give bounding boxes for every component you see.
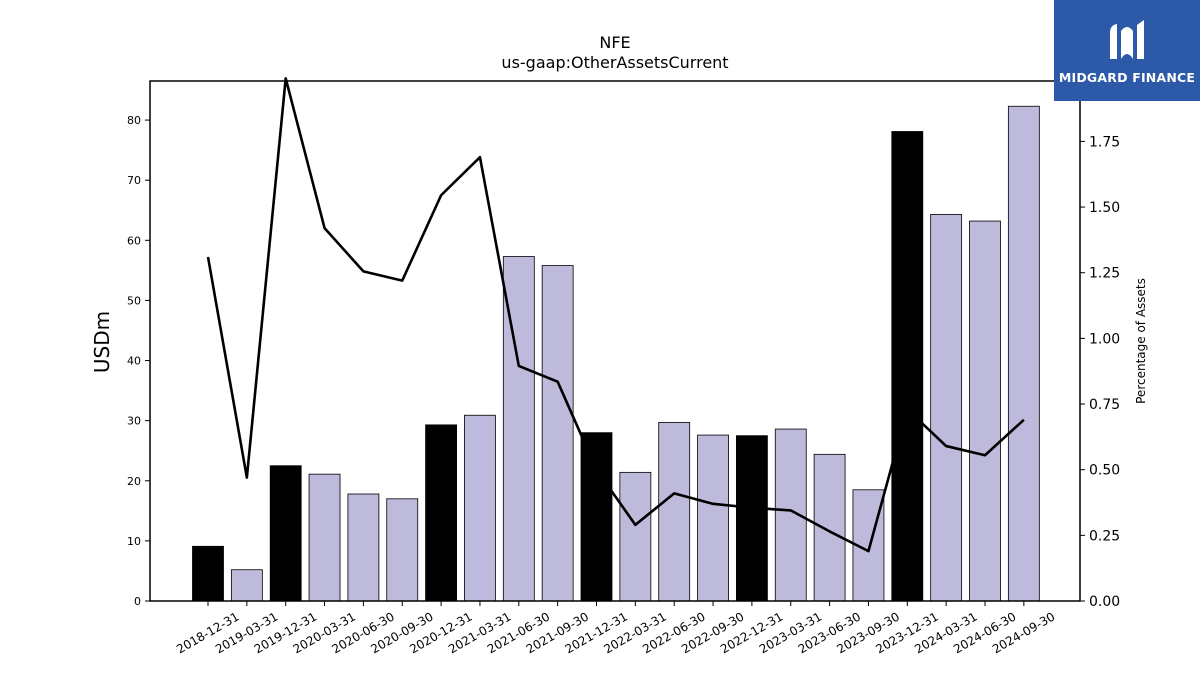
bar [619,471,652,602]
y2-axis-label: Percentage of Assets [1134,278,1148,404]
bar [697,434,729,602]
logo-text: MIDGARD FINANCE [1058,70,1196,85]
plot-frame [149,80,1081,602]
y-tick-label: 0 [134,595,141,608]
y-tick-label: 30 [127,415,141,428]
bars-layer [192,105,1040,602]
y-tick-label: 70 [127,174,141,187]
y-tick-label: 80 [127,114,141,127]
bar [969,220,1001,602]
y-tick-label: 10 [127,535,141,548]
y-tick-label: 40 [127,355,141,368]
logo-mark-icon [1110,20,1144,59]
chart-subtitle: us-gaap:OtherAssetsCurrent [501,53,728,72]
bar [464,414,496,602]
bar [192,545,224,602]
y2-tick-label: 0.50 [1089,463,1120,479]
bar [308,473,341,602]
bar [541,265,574,602]
bar [813,453,846,602]
bar [736,435,768,602]
bar [580,432,613,602]
y-tick-label: 60 [127,234,141,247]
bar [658,422,691,602]
bar [386,498,419,602]
chart-title: NFE [599,33,630,52]
y-tick-label: 20 [127,475,141,488]
bar [425,424,458,602]
bar [891,131,924,602]
bar [230,569,263,602]
y2-tick-label: 1.25 [1089,266,1120,282]
y-axis-label: USDm [90,311,114,373]
y2-tick-label: 1.00 [1089,331,1120,347]
y2-tick-label: 0.00 [1089,594,1120,610]
brand-logo: MIDGARD FINANCE [1054,0,1200,101]
y2-tick-label: 0.75 [1089,397,1120,413]
bar [930,214,963,602]
y2-tick-label: 1.50 [1089,200,1120,216]
bar [347,493,380,602]
y2-tick-label: 0.25 [1089,528,1120,544]
percentage-line [206,77,1025,553]
bar [269,465,302,602]
bar [1007,105,1040,602]
y-tick-label: 50 [127,294,141,307]
line-layer [206,77,1025,553]
y2-tick-label: 1.75 [1089,134,1120,150]
